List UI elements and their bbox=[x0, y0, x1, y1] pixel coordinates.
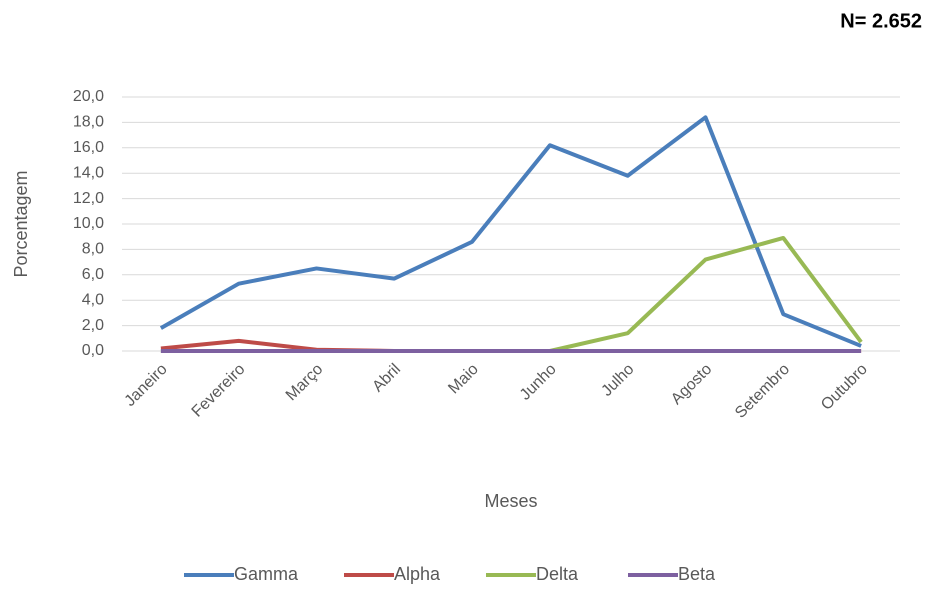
x-tick-label: Janeiro bbox=[122, 361, 171, 410]
series-line bbox=[160, 235, 863, 353]
series-line bbox=[159, 115, 862, 348]
annotation: N= 2.652 bbox=[840, 10, 922, 32]
y-tick-label: 16,0 bbox=[73, 139, 104, 156]
y-tick-label: 14,0 bbox=[73, 164, 104, 181]
y-tick-label: 8,0 bbox=[82, 241, 104, 258]
x-tick-label: Setembro bbox=[732, 361, 793, 422]
y-tick-label: 0,0 bbox=[82, 342, 104, 359]
y-tick-label: 18,0 bbox=[73, 114, 104, 131]
legend-label: Delta bbox=[536, 564, 579, 584]
x-tick-label: Março bbox=[283, 361, 327, 405]
y-tick-label: 6,0 bbox=[82, 266, 104, 283]
x-tick-label: Junho bbox=[517, 361, 560, 404]
legend-label: Alpha bbox=[394, 564, 441, 584]
x-tick-label: Agosto bbox=[668, 361, 715, 408]
y-tick-label: 2,0 bbox=[82, 317, 104, 334]
x-tick-label: Abril bbox=[369, 361, 404, 396]
x-tick-label: Maio bbox=[445, 361, 482, 398]
y-tick-label: 4,0 bbox=[82, 291, 104, 308]
y-axis-title: Porcentagem bbox=[11, 170, 31, 277]
x-axis-title: Meses bbox=[484, 491, 537, 511]
y-tick-label: 10,0 bbox=[73, 215, 104, 232]
x-tick-label: Julho bbox=[598, 361, 637, 400]
y-tick-label: 12,0 bbox=[73, 190, 104, 207]
x-tick-label: Fevereiro bbox=[189, 361, 249, 421]
y-tick-label: 20,0 bbox=[73, 88, 104, 105]
legend-label: Beta bbox=[678, 564, 716, 584]
legend-label: Gamma bbox=[234, 564, 299, 584]
x-tick-label: Outubro bbox=[818, 361, 871, 414]
